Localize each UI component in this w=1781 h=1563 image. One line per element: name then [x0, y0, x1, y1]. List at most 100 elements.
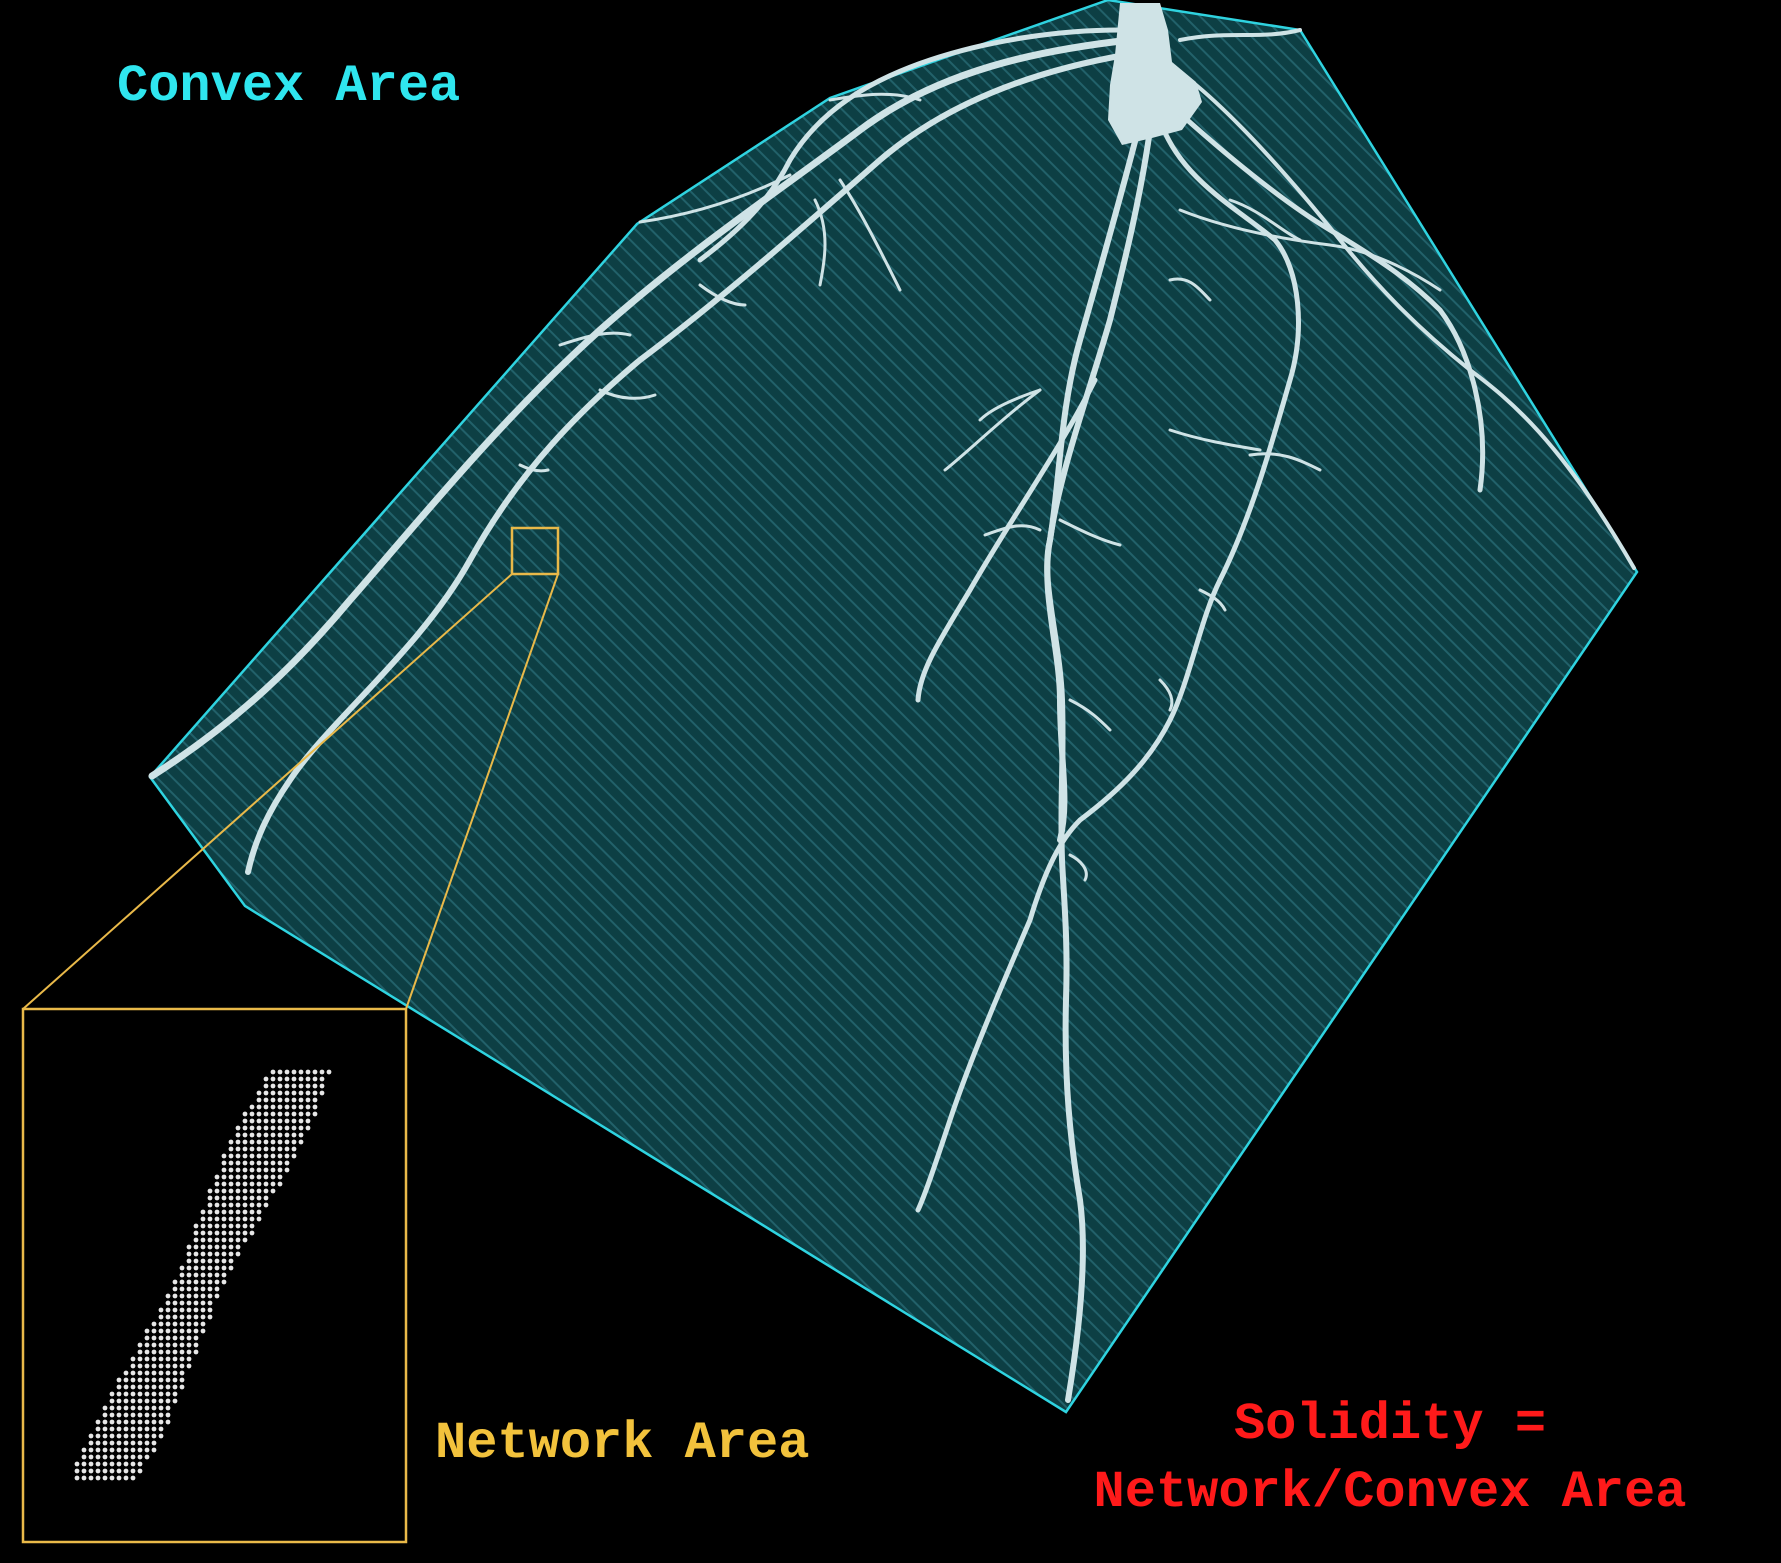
network-pixel [186, 1342, 192, 1348]
network-pixel [221, 1174, 227, 1180]
network-pixel [144, 1447, 150, 1453]
network-pixel [249, 1139, 255, 1145]
network-pixel [298, 1104, 304, 1110]
network-pixel [137, 1412, 143, 1418]
network-pixel [242, 1216, 248, 1222]
network-pixel [95, 1426, 101, 1432]
network-pixel [158, 1321, 164, 1327]
network-pixel [95, 1454, 101, 1460]
network-pixel [137, 1447, 143, 1453]
network-pixel [277, 1167, 283, 1173]
network-pixel [116, 1461, 122, 1467]
network-pixel [95, 1475, 101, 1481]
network-pixel [74, 1461, 80, 1467]
zoom-connector-line [405, 573, 559, 1010]
network-pixel [116, 1384, 122, 1390]
network-pixel [305, 1111, 311, 1117]
network-pixel [207, 1188, 213, 1194]
network-pixel [179, 1342, 185, 1348]
network-pixel [263, 1139, 269, 1145]
network-pixel [109, 1433, 115, 1439]
network-pixel [130, 1454, 136, 1460]
network-pixel [144, 1356, 150, 1362]
lateral-root [1248, 452, 1322, 472]
network-pixel [88, 1440, 94, 1446]
network-pixel [249, 1209, 255, 1215]
network-pixel [172, 1384, 178, 1390]
network-pixel [151, 1328, 157, 1334]
network-pixel [137, 1419, 143, 1425]
network-pixel [242, 1118, 248, 1124]
network-pixel [130, 1384, 136, 1390]
network-pixel [144, 1440, 150, 1446]
network-pixel [221, 1181, 227, 1187]
network-pixel [312, 1069, 318, 1075]
network-pixel [102, 1419, 108, 1425]
network-pixel [116, 1419, 122, 1425]
network-pixel [270, 1153, 276, 1159]
network-pixel [200, 1223, 206, 1229]
network-pixel [137, 1377, 143, 1383]
lateral-root [1158, 678, 1174, 712]
network-pixel [228, 1244, 234, 1250]
network-pixel [235, 1146, 241, 1152]
network-pixel [270, 1069, 276, 1075]
network-pixel [165, 1391, 171, 1397]
network-pixel [305, 1090, 311, 1096]
network-pixel [277, 1153, 283, 1159]
network-pixel [235, 1230, 241, 1236]
lateral-root [978, 388, 1042, 422]
network-pixel [193, 1314, 199, 1320]
network-pixel [305, 1118, 311, 1124]
network-pixel [186, 1356, 192, 1362]
network-pixel [172, 1293, 178, 1299]
network-pixel [200, 1293, 206, 1299]
network-pixel [242, 1146, 248, 1152]
network-pixel [158, 1342, 164, 1348]
network-pixel [214, 1188, 220, 1194]
network-pixel [242, 1195, 248, 1201]
network-pixel [116, 1433, 122, 1439]
network-pixel [151, 1384, 157, 1390]
network-pixel [235, 1209, 241, 1215]
network-pixel [172, 1335, 178, 1341]
root-branch [1162, 97, 1486, 493]
network-pixel [123, 1475, 129, 1481]
network-pixel [102, 1426, 108, 1432]
network-pixel [144, 1412, 150, 1418]
network-pixel [200, 1237, 206, 1243]
network-pixel [144, 1426, 150, 1432]
network-pixel [158, 1398, 164, 1404]
network-pixel [235, 1237, 241, 1243]
network-pixel [172, 1356, 178, 1362]
network-pixel [298, 1125, 304, 1131]
network-pixel [165, 1363, 171, 1369]
network-pixel [165, 1293, 171, 1299]
network-pixel [291, 1118, 297, 1124]
network-pixel [193, 1230, 199, 1236]
network-pixel [270, 1174, 276, 1180]
network-pixel [249, 1125, 255, 1131]
network-pixel [172, 1328, 178, 1334]
network-pixel [256, 1160, 262, 1166]
network-pixel [207, 1237, 213, 1243]
network-pixel [242, 1202, 248, 1208]
network-pixel [81, 1461, 87, 1467]
lateral-root [1228, 198, 1302, 242]
root-branch [697, 27, 1123, 263]
network-pixel [249, 1104, 255, 1110]
network-pixel [305, 1083, 311, 1089]
network-pixel [284, 1160, 290, 1166]
network-pixel [95, 1447, 101, 1453]
network-pixel [207, 1230, 213, 1236]
network-pixel [130, 1356, 136, 1362]
network-pixel [263, 1202, 269, 1208]
network-pixel [228, 1202, 234, 1208]
network-pixel [207, 1300, 213, 1306]
network-pixel [228, 1195, 234, 1201]
network-pixel [116, 1391, 122, 1397]
network-pixel [298, 1097, 304, 1103]
network-pixel [270, 1083, 276, 1089]
network-pixel [144, 1433, 150, 1439]
network-pixel [200, 1230, 206, 1236]
